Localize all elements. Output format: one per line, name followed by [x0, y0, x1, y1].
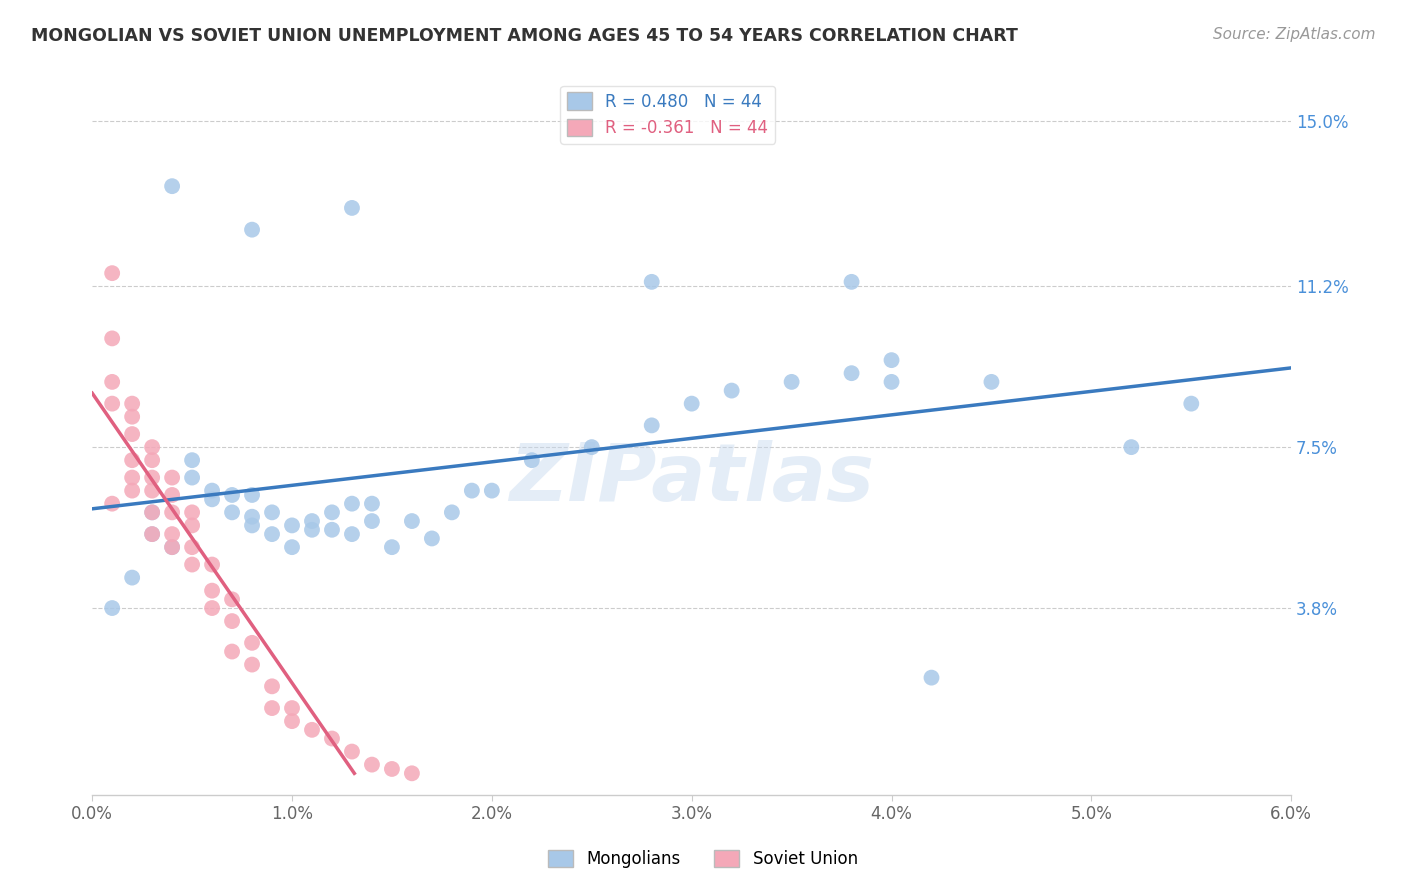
Point	[361, 497, 384, 511]
Point	[581, 440, 603, 454]
Point	[101, 397, 124, 411]
Point	[201, 601, 224, 615]
Point	[401, 514, 423, 528]
Point	[260, 527, 283, 541]
Point	[1180, 397, 1202, 411]
Point	[260, 505, 283, 519]
Point	[160, 488, 183, 502]
Point	[1121, 440, 1143, 454]
Point	[321, 731, 343, 746]
Point	[160, 540, 183, 554]
Point	[681, 397, 703, 411]
Point	[181, 558, 204, 572]
Point	[301, 523, 323, 537]
Point	[720, 384, 742, 398]
Point	[141, 440, 163, 454]
Point	[201, 492, 224, 507]
Point	[221, 592, 243, 607]
Legend: Mongolians, Soviet Union: Mongolians, Soviet Union	[541, 843, 865, 875]
Point	[321, 505, 343, 519]
Point	[121, 453, 143, 467]
Legend: R = 0.480   N = 44, R = -0.361   N = 44: R = 0.480 N = 44, R = -0.361 N = 44	[561, 86, 775, 144]
Point	[481, 483, 503, 498]
Point	[880, 375, 903, 389]
Point	[181, 470, 204, 484]
Point	[160, 540, 183, 554]
Point	[121, 483, 143, 498]
Point	[101, 266, 124, 280]
Point	[340, 527, 363, 541]
Point	[260, 701, 283, 715]
Text: Source: ZipAtlas.com: Source: ZipAtlas.com	[1212, 27, 1375, 42]
Point	[841, 366, 863, 380]
Point	[221, 614, 243, 628]
Point	[520, 453, 543, 467]
Point	[381, 762, 404, 776]
Point	[121, 409, 143, 424]
Point	[201, 583, 224, 598]
Point	[201, 558, 224, 572]
Point	[281, 714, 304, 728]
Point	[201, 483, 224, 498]
Point	[121, 397, 143, 411]
Point	[240, 518, 263, 533]
Point	[160, 527, 183, 541]
Point	[381, 540, 404, 554]
Point	[181, 540, 204, 554]
Text: MONGOLIAN VS SOVIET UNION UNEMPLOYMENT AMONG AGES 45 TO 54 YEARS CORRELATION CHA: MONGOLIAN VS SOVIET UNION UNEMPLOYMENT A…	[31, 27, 1018, 45]
Point	[921, 671, 943, 685]
Point	[160, 470, 183, 484]
Point	[401, 766, 423, 780]
Point	[260, 679, 283, 693]
Point	[321, 523, 343, 537]
Point	[101, 601, 124, 615]
Point	[101, 375, 124, 389]
Text: ZIPatlas: ZIPatlas	[509, 441, 875, 518]
Point	[221, 488, 243, 502]
Point	[181, 453, 204, 467]
Point	[121, 470, 143, 484]
Point	[281, 518, 304, 533]
Point	[141, 527, 163, 541]
Point	[121, 571, 143, 585]
Point	[340, 201, 363, 215]
Point	[141, 505, 163, 519]
Point	[141, 527, 163, 541]
Point	[841, 275, 863, 289]
Point	[301, 723, 323, 737]
Point	[240, 222, 263, 236]
Point	[281, 540, 304, 554]
Point	[101, 331, 124, 345]
Point	[420, 532, 443, 546]
Point	[301, 514, 323, 528]
Point	[101, 497, 124, 511]
Point	[880, 353, 903, 368]
Point	[641, 275, 664, 289]
Point	[281, 701, 304, 715]
Point	[141, 505, 163, 519]
Point	[780, 375, 803, 389]
Point	[340, 497, 363, 511]
Point	[160, 505, 183, 519]
Point	[121, 427, 143, 442]
Point	[240, 636, 263, 650]
Point	[980, 375, 1002, 389]
Point	[340, 745, 363, 759]
Point	[141, 453, 163, 467]
Point	[641, 418, 664, 433]
Point	[141, 470, 163, 484]
Point	[240, 509, 263, 524]
Point	[240, 488, 263, 502]
Point	[181, 505, 204, 519]
Point	[160, 179, 183, 194]
Point	[361, 514, 384, 528]
Point	[240, 657, 263, 672]
Point	[440, 505, 463, 519]
Point	[361, 757, 384, 772]
Point	[181, 518, 204, 533]
Point	[221, 505, 243, 519]
Point	[141, 483, 163, 498]
Point	[221, 644, 243, 658]
Point	[461, 483, 484, 498]
